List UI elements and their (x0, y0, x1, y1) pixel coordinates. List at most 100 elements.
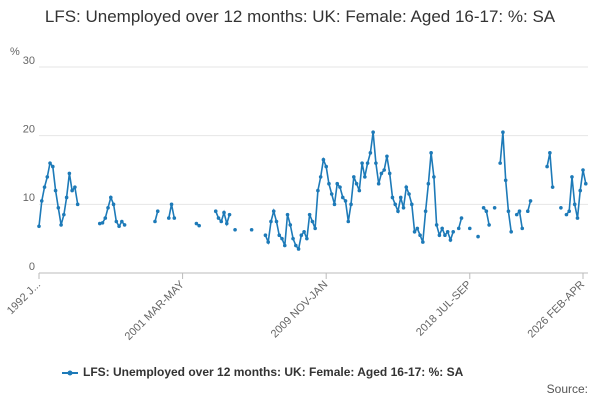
data-point (368, 151, 373, 155)
data-point (224, 221, 229, 226)
data-point (75, 202, 80, 207)
data-point (445, 230, 450, 234)
data-point (70, 188, 74, 193)
data-point (467, 226, 472, 231)
data-point (564, 212, 569, 217)
data-point (329, 192, 334, 196)
data-point (219, 219, 224, 224)
data-point (153, 219, 157, 224)
data-point (434, 223, 439, 227)
y-tick-label: 0 (29, 261, 35, 273)
data-point (194, 221, 199, 226)
data-point (45, 175, 50, 179)
data-point (296, 247, 301, 251)
series-line (38, 132, 587, 251)
y-axis-unit: % (10, 46, 20, 58)
data-point (498, 161, 502, 165)
data-point (456, 226, 461, 231)
x-tick-label: 2009 NOV-JAN (269, 279, 331, 341)
x-tick-label: 2001 MAR-MAY (123, 278, 188, 343)
data-point (48, 161, 52, 165)
data-point (288, 223, 293, 227)
data-point (213, 209, 218, 213)
data-point (266, 240, 270, 244)
data-point (305, 236, 309, 241)
data-point (528, 199, 533, 203)
x-tick-label: 2026 FEB-APR (526, 279, 588, 341)
data-point (285, 212, 290, 217)
data-point (307, 212, 312, 217)
data-point (274, 219, 279, 224)
data-point (335, 181, 340, 186)
data-point (583, 181, 588, 186)
data-point (97, 221, 102, 226)
data-point (509, 230, 514, 234)
data-point (570, 175, 574, 179)
data-point (481, 205, 486, 210)
data-point (338, 185, 342, 189)
data-point (559, 205, 563, 210)
data-point (432, 175, 436, 179)
data-point (476, 234, 480, 239)
data-point (382, 168, 386, 172)
data-point (517, 209, 522, 213)
source: Source: (547, 382, 588, 396)
data-point (550, 185, 555, 189)
chart-title: LFS: Unemployed over 12 months: UK: Fema… (44, 7, 556, 26)
data-point (418, 233, 422, 238)
data-point (291, 236, 295, 241)
data-point (59, 223, 63, 227)
data-point (117, 224, 121, 229)
data-point (340, 195, 345, 200)
data-point (249, 227, 254, 232)
data-point (53, 188, 58, 193)
data-point (514, 212, 519, 217)
data-point (520, 226, 525, 231)
data-point (581, 168, 585, 172)
data-point (324, 164, 328, 169)
data-point (73, 185, 77, 189)
data-point (357, 188, 362, 193)
data-point (365, 161, 370, 165)
data-point (385, 154, 389, 159)
data-point (67, 171, 72, 176)
data-point (39, 199, 44, 203)
y-tick-label: 30 (23, 55, 35, 67)
data-point (409, 202, 414, 207)
x-tick-label: 1992 J... (5, 279, 43, 317)
data-point (404, 185, 409, 189)
data-point (233, 227, 237, 232)
data-point (487, 223, 491, 227)
data-point (503, 178, 508, 183)
data-point (316, 188, 320, 193)
data-point (572, 202, 577, 207)
data-point (111, 202, 116, 207)
data-point (443, 233, 447, 238)
data-point (390, 195, 395, 200)
data-point (100, 221, 105, 225)
data-point (120, 219, 124, 224)
data-point (56, 205, 61, 210)
data-point (545, 164, 549, 169)
data-point (166, 216, 171, 220)
data-point (578, 188, 583, 193)
data-point (310, 219, 315, 224)
data-point (393, 202, 398, 207)
data-point (169, 202, 174, 207)
data-point (114, 219, 119, 224)
data-point (122, 223, 127, 227)
data-point (271, 209, 276, 213)
data-point (567, 209, 571, 213)
data-point (51, 164, 55, 169)
data-point (313, 226, 317, 231)
data-point (108, 195, 113, 200)
data-point (451, 230, 456, 234)
data-point (302, 230, 306, 234)
data-point (42, 185, 47, 189)
data-point (407, 192, 411, 196)
data-point (525, 209, 530, 213)
data-point (62, 212, 66, 217)
data-point (37, 224, 41, 229)
